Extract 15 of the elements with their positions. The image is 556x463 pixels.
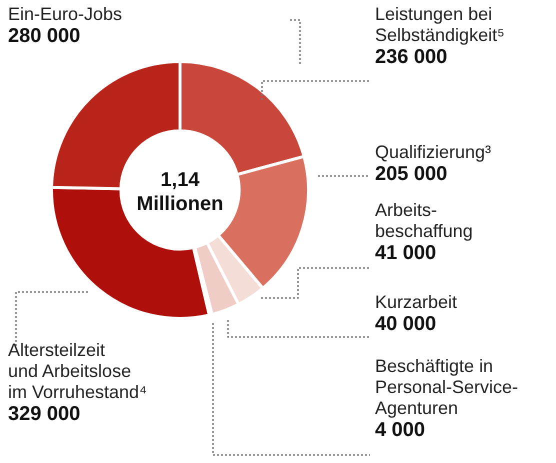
text: 1,14 Millionen [136,168,224,216]
slice-label: Arbeits- beschaffung [375,200,473,241]
data-label: 4 000 [375,419,426,442]
data-label: 205 000 [375,163,448,186]
slice-label: Beschäftigte in Personal-Service- Agenturen [375,356,518,418]
data-label: 329 000 [8,403,82,426]
slice-label: Kurzarbeit [375,292,458,312]
slice-label: Leistungen bei Selbständigkeit⁵ [375,4,505,45]
data-label: 236 000 [375,46,448,69]
slice-label: Qualifizierung³ [375,142,492,162]
data-label: 40 000 [375,313,438,336]
slice-label: Altersteilzeit und Arbeitslose im Vorruhestand⁴ [8,340,147,402]
slice-label: Ein-Euro-Jobs [8,4,122,24]
data-label: 280 000 [8,25,82,48]
data-label: 41 000 [375,242,438,265]
